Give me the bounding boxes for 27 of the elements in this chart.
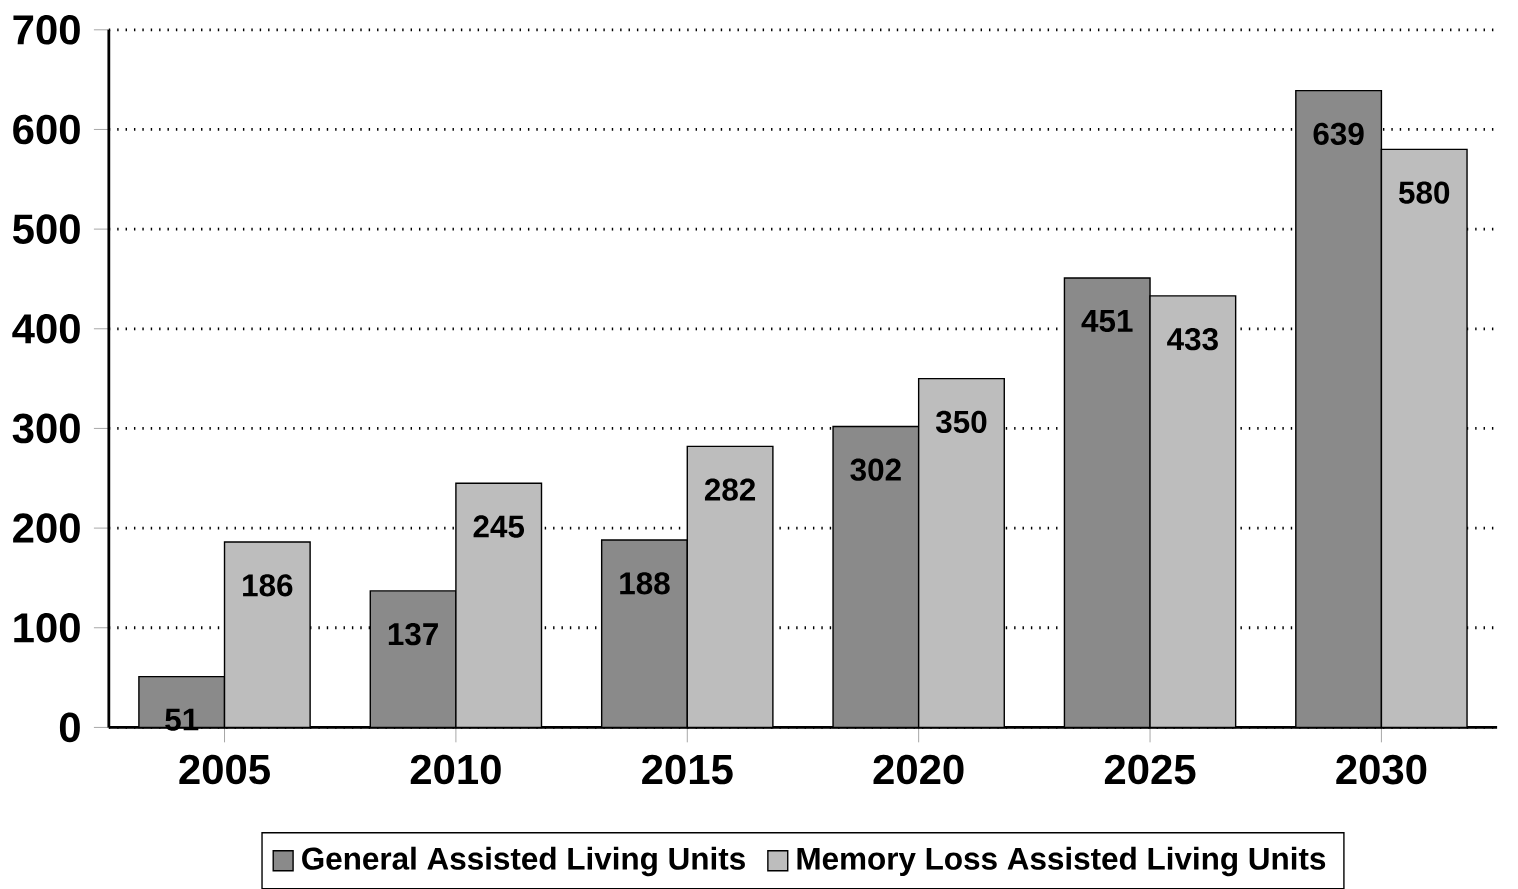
x-tick-label: 2030 (1336, 754, 1427, 785)
y-tick-label: 200 (13, 513, 80, 543)
y-tick-label: 700 (13, 14, 80, 45)
x-tick-label: 2025 (1104, 754, 1196, 785)
x-tick-label: 2015 (642, 754, 733, 785)
legend-label: Memory Loss Assisted Living Units (797, 846, 1326, 876)
data-label: 580 (1398, 181, 1450, 204)
data-label: 137 (388, 622, 438, 646)
y-tick-label: 100 (14, 612, 80, 643)
data-label: 350 (935, 410, 987, 433)
data-label: 639 (1313, 122, 1364, 145)
y-tick-label: 300 (12, 413, 80, 444)
data-label: 451 (1081, 309, 1133, 332)
data-label: 188 (620, 571, 670, 595)
data-label: 245 (473, 515, 525, 538)
x-tick-label: 2020 (873, 754, 964, 785)
data-label: 282 (704, 478, 756, 501)
legend-label: General Assisted Living Units (302, 846, 745, 876)
data-label: 186 (243, 573, 293, 597)
y-tick-label: 600 (13, 114, 80, 145)
data-label: 433 (1167, 327, 1218, 351)
y-tick-label: 500 (12, 214, 80, 244)
data-label: 302 (850, 458, 901, 481)
x-tick-label: 2005 (179, 754, 270, 785)
y-tick-label: 400 (12, 313, 80, 344)
y-tick-label: 0 (59, 712, 80, 743)
x-tick-label: 2010 (410, 754, 501, 785)
